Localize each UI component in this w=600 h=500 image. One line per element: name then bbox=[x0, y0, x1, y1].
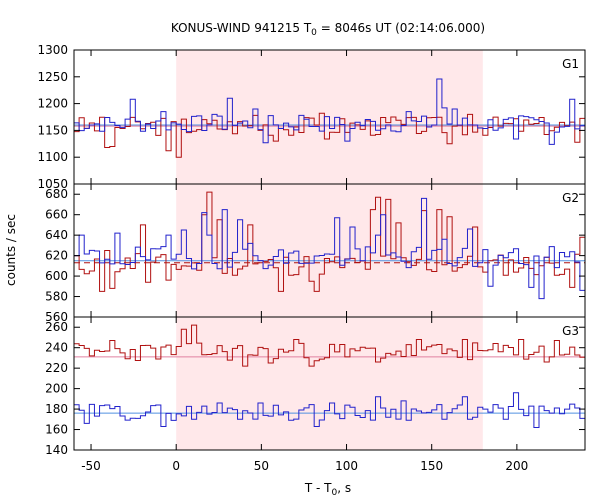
y-tick-label: 220 bbox=[45, 361, 68, 375]
y-tick-label: 1050 bbox=[37, 177, 68, 191]
y-tick-label: 600 bbox=[45, 269, 68, 283]
y-tick-label: 1200 bbox=[37, 97, 68, 111]
plot-area: 1050 1100 1150 1200 1250 1300 G1 560 580 600 620 64… bbox=[37, 43, 586, 473]
series-blue-g1 bbox=[74, 78, 585, 145]
y-tick-label: 160 bbox=[45, 423, 68, 437]
x-axis-label: T - T0, s bbox=[304, 481, 351, 498]
y-tick-label: 1300 bbox=[37, 43, 68, 57]
y-tick-label: 660 bbox=[45, 208, 68, 222]
panel-label-g3: G3 bbox=[562, 324, 579, 338]
panel-label-g1: G1 bbox=[562, 57, 579, 71]
x-tick-label: 200 bbox=[505, 459, 528, 473]
y-axis-label: counts / sec bbox=[4, 214, 18, 286]
y-tick-label: 1100 bbox=[37, 150, 68, 164]
y-tick-label: 180 bbox=[45, 402, 68, 416]
x-tick-label: 0 bbox=[172, 459, 180, 473]
y-tick-label: 140 bbox=[45, 443, 68, 457]
panel-frame-g3 bbox=[73, 316, 586, 451]
series-blue-g2 bbox=[74, 197, 585, 300]
series-red-g1 bbox=[74, 112, 585, 158]
series-blue-g3 bbox=[74, 392, 585, 428]
y-tick-label: 1150 bbox=[37, 123, 68, 137]
panel-label-g2: G2 bbox=[562, 191, 579, 205]
y-tick-label: 560 bbox=[45, 310, 68, 324]
y-tick-label: 640 bbox=[45, 228, 68, 242]
x-tick-label: 100 bbox=[335, 459, 358, 473]
y-tick-label: 680 bbox=[45, 187, 68, 201]
y-tick-label: 200 bbox=[45, 382, 68, 396]
chart-title: KONUS-WIND 941215 T0 = 8046s UT (02:14:0… bbox=[171, 21, 485, 38]
series-red-g3 bbox=[74, 324, 585, 367]
x-tick-label: 150 bbox=[420, 459, 443, 473]
y-tick-label: 620 bbox=[45, 249, 68, 263]
x-tick-label: -50 bbox=[81, 459, 101, 473]
y-tick-label: 580 bbox=[45, 290, 68, 304]
y-tick-label: 260 bbox=[45, 320, 68, 334]
x-tick-label: 50 bbox=[254, 459, 269, 473]
y-tick-label: 240 bbox=[45, 341, 68, 355]
y-tick-label: 1250 bbox=[37, 70, 68, 84]
